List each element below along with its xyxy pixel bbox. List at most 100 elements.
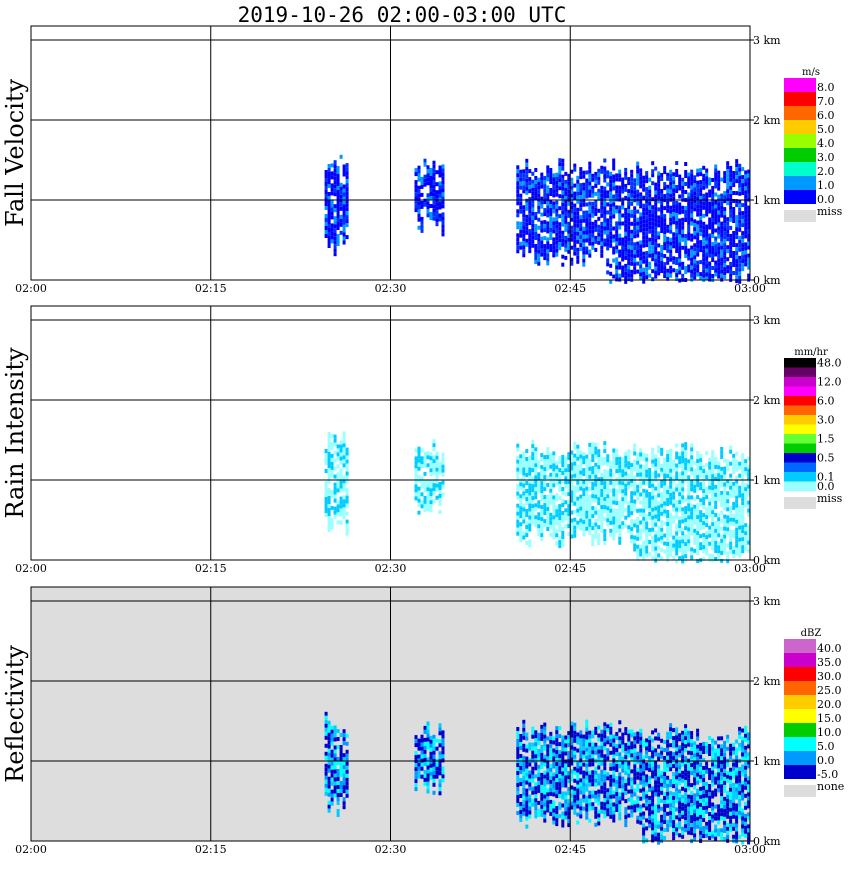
echo-pixel xyxy=(573,767,576,771)
y-tick-label: 2 km xyxy=(753,394,781,407)
echo-pixel xyxy=(558,774,561,778)
echo-pixel xyxy=(331,434,334,438)
echo-pixel xyxy=(621,473,624,477)
legend-label: miss xyxy=(817,492,843,505)
echo-pixel xyxy=(618,772,621,776)
echo-pixel xyxy=(549,192,552,196)
echo-pixel xyxy=(585,740,588,744)
legend-swatch xyxy=(784,377,816,387)
echo-pixel xyxy=(732,259,735,263)
echo-pixel xyxy=(678,227,681,231)
echo-pixel xyxy=(424,738,427,742)
echo-pixel xyxy=(645,219,648,223)
echo-pixel xyxy=(636,545,639,549)
echo-pixel xyxy=(546,189,549,193)
echo-pixel xyxy=(630,262,633,266)
echo-pixel xyxy=(618,465,621,469)
legend-swatch xyxy=(784,358,816,368)
echo-pixel xyxy=(522,784,525,788)
echo-pixel xyxy=(573,244,576,248)
echo-pixel xyxy=(666,514,669,518)
echo-pixel xyxy=(699,260,702,264)
echo-pixel xyxy=(325,182,328,186)
echo-pixel xyxy=(612,767,615,771)
echo-pixel xyxy=(442,758,445,762)
echo-pixel xyxy=(669,246,672,250)
echo-pixel xyxy=(603,219,606,223)
echo-pixel xyxy=(561,511,564,515)
echo-pixel xyxy=(681,194,684,198)
echo-pixel xyxy=(573,771,576,775)
echo-pixel xyxy=(624,208,627,212)
echo-pixel xyxy=(615,197,618,201)
echo-pixel xyxy=(738,188,741,192)
echo-pixel xyxy=(648,222,651,226)
echo-pixel xyxy=(331,474,334,478)
echo-pixel xyxy=(418,447,421,451)
echo-pixel xyxy=(522,229,525,233)
echo-pixel xyxy=(561,491,564,495)
echo-pixel xyxy=(645,750,648,754)
echo-pixel xyxy=(621,190,624,194)
echo-pixel xyxy=(331,227,334,231)
echo-pixel xyxy=(660,548,663,552)
echo-pixel xyxy=(546,241,549,245)
echo-pixel xyxy=(678,464,681,468)
echo-pixel xyxy=(564,248,567,252)
echo-pixel xyxy=(582,771,585,775)
echo-pixel xyxy=(642,780,645,784)
echo-pixel xyxy=(609,465,612,469)
echo-pixel xyxy=(684,462,687,466)
echo-pixel xyxy=(603,449,606,453)
echo-pixel xyxy=(543,463,546,467)
echo-pixel xyxy=(672,200,675,204)
echo-pixel xyxy=(627,181,630,185)
echo-pixel xyxy=(334,774,337,778)
echo-pixel xyxy=(600,746,603,750)
echo-pixel xyxy=(579,523,582,527)
echo-pixel xyxy=(642,260,645,264)
echo-pixel xyxy=(340,207,343,211)
echo-pixel xyxy=(672,504,675,508)
echo-pixel xyxy=(519,770,522,774)
echo-pixel xyxy=(588,443,591,447)
echo-pixel xyxy=(418,763,421,767)
echo-pixel xyxy=(630,801,633,805)
echo-pixel xyxy=(561,183,564,187)
echo-pixel xyxy=(729,218,732,222)
echo-pixel xyxy=(525,207,528,211)
echo-pixel xyxy=(636,246,639,250)
echo-pixel xyxy=(549,493,552,497)
echo-pixel xyxy=(603,223,606,227)
echo-pixel xyxy=(654,255,657,259)
echo-pixel xyxy=(588,783,591,787)
echo-pixel xyxy=(337,757,340,761)
echo-pixel xyxy=(579,175,582,179)
echo-pixel xyxy=(744,531,747,535)
echo-pixel xyxy=(699,522,702,526)
echo-pixel xyxy=(651,774,654,778)
echo-pixel xyxy=(343,209,346,213)
echo-pixel xyxy=(579,778,582,782)
echo-pixel xyxy=(702,194,705,198)
echo-pixel xyxy=(666,542,669,546)
echo-pixel xyxy=(346,520,349,524)
echo-pixel xyxy=(519,778,522,782)
echo-pixel xyxy=(624,731,627,735)
echo-pixel xyxy=(666,205,669,209)
echo-pixel xyxy=(633,804,636,808)
echo-pixel xyxy=(630,182,633,186)
echo-pixel xyxy=(609,723,612,727)
echo-pixel xyxy=(627,734,630,738)
echo-pixel xyxy=(705,507,708,511)
echo-pixel xyxy=(334,172,337,176)
echo-pixel xyxy=(519,182,522,186)
echo-pixel xyxy=(603,187,606,191)
echo-pixel xyxy=(645,782,648,786)
echo-pixel xyxy=(681,471,684,475)
echo-pixel xyxy=(516,771,519,775)
echo-pixel xyxy=(337,769,340,773)
echo-pixel xyxy=(639,228,642,232)
echo-pixel xyxy=(672,548,675,552)
echo-pixel xyxy=(681,234,684,238)
